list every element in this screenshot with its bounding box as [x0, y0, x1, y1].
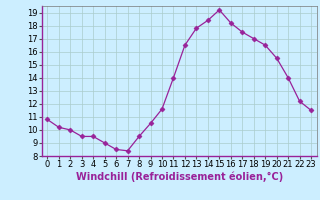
X-axis label: Windchill (Refroidissement éolien,°C): Windchill (Refroidissement éolien,°C)	[76, 172, 283, 182]
